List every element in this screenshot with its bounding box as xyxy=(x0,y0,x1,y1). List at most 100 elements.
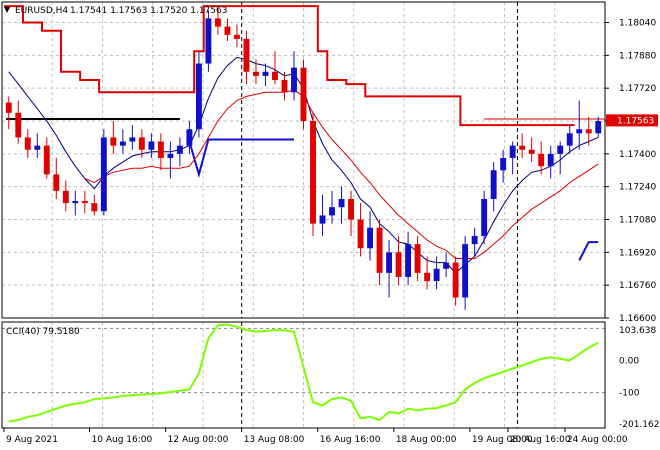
candle-body xyxy=(500,157,507,171)
candle-body xyxy=(538,153,545,167)
candle-body xyxy=(338,198,345,208)
price-tick-label: 1.18040 xyxy=(619,19,656,29)
price-tick-label: 1.17880 xyxy=(619,51,656,61)
candle-body xyxy=(367,227,374,249)
candle-body xyxy=(557,145,564,154)
lower-channel-line xyxy=(188,138,294,179)
candle-body xyxy=(519,145,526,150)
cci-tick-label: -201.1622 xyxy=(619,420,660,430)
header-ohlc: 1.17541 1.17563 1.17520 1.17563 xyxy=(70,6,227,16)
candle-body xyxy=(272,71,278,80)
main-frame xyxy=(1,1,606,319)
candle-body xyxy=(547,153,554,167)
candle-body xyxy=(43,145,50,175)
candle-body xyxy=(224,26,231,35)
candle-body xyxy=(348,198,354,220)
candle-body xyxy=(509,145,516,158)
candle-body xyxy=(395,252,402,277)
price-tag xyxy=(606,114,658,127)
candle-body xyxy=(528,149,535,154)
candle-body xyxy=(452,262,459,298)
dropdown-arrow-icon[interactable]: ▼ xyxy=(4,5,11,14)
candle-body xyxy=(53,174,60,191)
candle-body xyxy=(319,215,326,224)
candle-body xyxy=(262,71,269,76)
cci-polyline xyxy=(8,323,599,423)
price-tick-label: 1.16920 xyxy=(619,248,656,258)
candle-body xyxy=(462,244,469,298)
candle-body xyxy=(414,244,421,273)
candle-body xyxy=(91,203,98,212)
candle-body xyxy=(481,198,488,236)
candle-body xyxy=(443,262,450,269)
price-tick-label: 1.16760 xyxy=(619,281,656,291)
candle-body xyxy=(576,129,583,134)
candle-body xyxy=(110,137,117,146)
cci-panel-grid xyxy=(2,322,605,428)
candle-body xyxy=(281,79,288,93)
price-tick-label: 1.17080 xyxy=(619,216,656,226)
price-tick-label: 1.17720 xyxy=(619,84,656,94)
candle-body xyxy=(233,34,240,39)
candle-body xyxy=(405,244,412,277)
candle-body xyxy=(595,121,602,134)
candle-body xyxy=(471,235,478,245)
time-tick-label: 10 Aug 16:00 xyxy=(92,435,153,445)
cci-frame xyxy=(1,321,606,429)
time-tick-label: 20 Aug 16:00 xyxy=(510,435,571,445)
candle-body xyxy=(585,129,592,134)
candle-body xyxy=(186,129,193,146)
cci-line xyxy=(8,323,599,423)
candle-body xyxy=(386,252,393,273)
candle-body xyxy=(119,141,126,146)
cci-tick-label: 0.00 xyxy=(619,357,639,367)
candle-body xyxy=(376,227,383,273)
cci-tick-label: -100 xyxy=(619,389,640,399)
candle-body xyxy=(214,18,221,27)
candle-body xyxy=(433,268,440,282)
candle-body xyxy=(310,121,316,224)
candle-body xyxy=(291,67,297,93)
candle-body xyxy=(176,145,183,154)
candle-body xyxy=(253,71,259,76)
time-tick-label: 18 Aug 00:00 xyxy=(396,435,457,445)
candle-body xyxy=(195,63,202,130)
cci-title: CCI(40) 79.5180 xyxy=(6,327,80,337)
time-tick-label: 13 Aug 08:00 xyxy=(244,435,305,445)
candles xyxy=(5,6,602,310)
candle-body xyxy=(205,18,212,64)
candle-body xyxy=(424,272,431,282)
candle-body xyxy=(24,137,31,150)
candle-body xyxy=(62,190,69,204)
time-tick-label: 12 Aug 00:00 xyxy=(168,435,229,445)
candle-body xyxy=(100,137,107,212)
price-tick-label: 1.17240 xyxy=(619,183,656,193)
price-tick-label: 1.16600 xyxy=(619,314,656,324)
time-tick-label: 24 Aug 00:00 xyxy=(567,435,628,445)
candle-body xyxy=(243,38,250,72)
candle-body xyxy=(148,141,155,150)
candle-body xyxy=(157,141,164,158)
time-tick-label: 9 Aug 2021 xyxy=(6,435,58,445)
candle-body xyxy=(300,67,307,122)
candle-body xyxy=(357,219,364,249)
candle-body xyxy=(81,201,88,204)
cci-tick-label: 103.638 xyxy=(619,326,656,336)
time-tick-label: 16 Aug 16:00 xyxy=(320,435,381,445)
candle-body xyxy=(566,133,573,146)
candle-body xyxy=(129,137,136,142)
candle-body xyxy=(15,112,22,138)
candle-body xyxy=(72,201,79,204)
lower-channel-line xyxy=(578,241,599,261)
candle-body xyxy=(167,153,174,158)
candle-body xyxy=(138,137,145,150)
header-symbol: EURUSD,H4 xyxy=(15,6,68,16)
candle-body xyxy=(34,145,41,150)
price-tag-label: 1.17563 xyxy=(617,116,654,126)
time-tick-label: 19 Aug 08:00 xyxy=(472,435,533,445)
upper-channel-line xyxy=(4,5,575,127)
candle-body xyxy=(329,207,335,216)
candle-body xyxy=(490,170,497,199)
